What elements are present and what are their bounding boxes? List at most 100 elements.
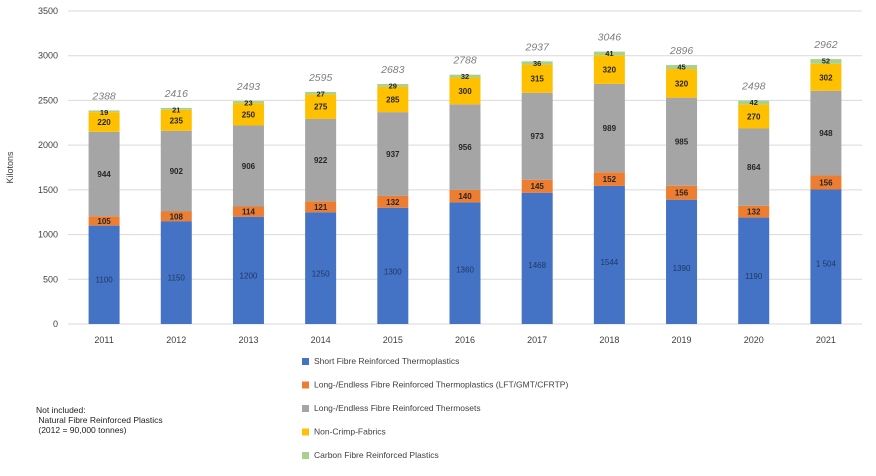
data-label: 156 — [675, 189, 689, 198]
data-label: 1390 — [673, 264, 691, 273]
data-label: 27 — [316, 89, 324, 98]
bar-segment — [377, 84, 409, 87]
bar-segment — [738, 217, 770, 324]
note-line: Natural Fibre Reinforced Plastics — [36, 415, 163, 425]
bar-segment — [593, 83, 625, 173]
data-label: 315 — [531, 75, 545, 84]
exclusion-note: Not included: Natural Fibre Reinforced P… — [36, 405, 163, 435]
y-tick-label: 1000 — [38, 230, 58, 240]
total-label: 2416 — [164, 88, 189, 100]
bar-segment — [810, 189, 842, 324]
bar-segment — [305, 91, 337, 95]
data-label: 1190 — [745, 272, 763, 281]
legend-entry: Non-Crimp-Fabrics — [314, 427, 386, 437]
bar-segment — [593, 51, 625, 56]
x-tick-label: 2020 — [744, 335, 764, 345]
x-tick-label: 2016 — [455, 335, 475, 345]
bar-segment — [160, 109, 192, 131]
data-label: 989 — [603, 124, 617, 133]
data-label: 944 — [97, 170, 111, 179]
data-label: 132 — [747, 208, 761, 217]
data-label: 1544 — [600, 258, 618, 267]
data-label: 220 — [97, 118, 111, 127]
data-label: 1250 — [312, 270, 330, 279]
y-tick-label: 3000 — [38, 51, 58, 61]
data-label: 1150 — [168, 274, 186, 283]
data-label: 300 — [458, 87, 472, 96]
y-tick-label: 2000 — [38, 140, 58, 150]
data-label: 956 — [458, 143, 472, 152]
data-label: 235 — [170, 116, 184, 125]
x-axis-tick-labels: 2011 2012 2013 2014 2015 2016 2017 2018 2019 2020… — [94, 335, 836, 345]
data-label: 1100 — [95, 276, 113, 285]
bar-segment — [810, 175, 842, 190]
data-label: 105 — [97, 217, 111, 226]
legend-entry: Short Fibre Reinforced Thermoplastics — [314, 356, 459, 366]
data-label: 270 — [747, 112, 761, 121]
bar-segment — [88, 131, 120, 217]
data-label: 21 — [172, 105, 180, 114]
data-label: 250 — [242, 110, 256, 119]
bar-segment — [738, 104, 770, 129]
legend-swatch — [302, 428, 309, 436]
x-tick-label: 2018 — [599, 335, 619, 345]
data-label: 285 — [386, 95, 400, 104]
bar-segment — [810, 63, 842, 91]
bar-segment — [232, 216, 264, 324]
bar-segment — [593, 185, 625, 324]
data-label: 1360 — [456, 265, 474, 274]
data-label: 156 — [819, 179, 833, 188]
bar-segment — [593, 55, 625, 84]
total-label: 2962 — [813, 39, 838, 51]
data-label: 52 — [822, 57, 830, 66]
bar-segment — [232, 125, 264, 207]
bar-segment — [666, 97, 698, 186]
data-label: 152 — [603, 175, 617, 184]
total-label: 2388 — [91, 90, 116, 102]
total-label: 2788 — [452, 55, 477, 67]
x-tick-label: 2015 — [383, 335, 403, 345]
data-label: 1300 — [384, 268, 402, 277]
y-axis-tick-labels: 0 500 1000 1500 2000 2500 3000 3500 — [38, 6, 58, 329]
y-tick-label: 2500 — [38, 95, 58, 105]
bar-segment — [810, 59, 842, 64]
total-label: 2683 — [380, 64, 405, 76]
total-label: 2498 — [741, 81, 766, 93]
data-label: 948 — [819, 129, 833, 138]
note-line: (2012 = 90,000 tonnes) — [36, 425, 127, 435]
legend-entry: Long-/Endless Fibre Reinforced Thermopla… — [314, 380, 568, 390]
bar-segment — [232, 103, 264, 126]
legend-entry: Carbon Fibre Reinforced Plastics — [314, 450, 439, 460]
bar-segment — [377, 207, 409, 324]
y-tick-label: 0 — [53, 319, 58, 329]
data-label: 140 — [458, 192, 472, 201]
x-tick-label: 2021 — [816, 335, 836, 345]
data-label: 906 — [242, 162, 256, 171]
total-label: 2595 — [308, 72, 333, 84]
bar-segment — [160, 211, 192, 222]
bar-segment — [449, 202, 481, 324]
bar-segment — [666, 69, 698, 98]
bar-segment — [377, 195, 409, 208]
bar-segment — [449, 104, 481, 190]
bar-segment — [521, 92, 553, 180]
legend-entry: Long-/Endless Fibre Reinforced Thermoset… — [314, 403, 481, 413]
bar-segment — [160, 107, 192, 110]
data-label: 864 — [747, 163, 761, 172]
x-tick-label: 2017 — [527, 335, 547, 345]
bar-segment — [521, 192, 553, 324]
bar-segment — [449, 74, 481, 78]
data-label: 902 — [170, 167, 184, 176]
bar-segment — [738, 100, 770, 105]
bar-segment — [88, 216, 120, 226]
data-label: 302 — [819, 73, 833, 82]
total-label: 2937 — [525, 41, 551, 53]
bar-segment — [666, 199, 698, 324]
bar-segment — [232, 101, 264, 104]
bar-segment — [377, 112, 409, 196]
data-label: 108 — [170, 212, 184, 221]
legend-swatch — [302, 405, 309, 412]
x-tick-label: 2012 — [166, 335, 186, 345]
bar-segment — [521, 61, 553, 65]
bar-segment — [305, 94, 337, 119]
